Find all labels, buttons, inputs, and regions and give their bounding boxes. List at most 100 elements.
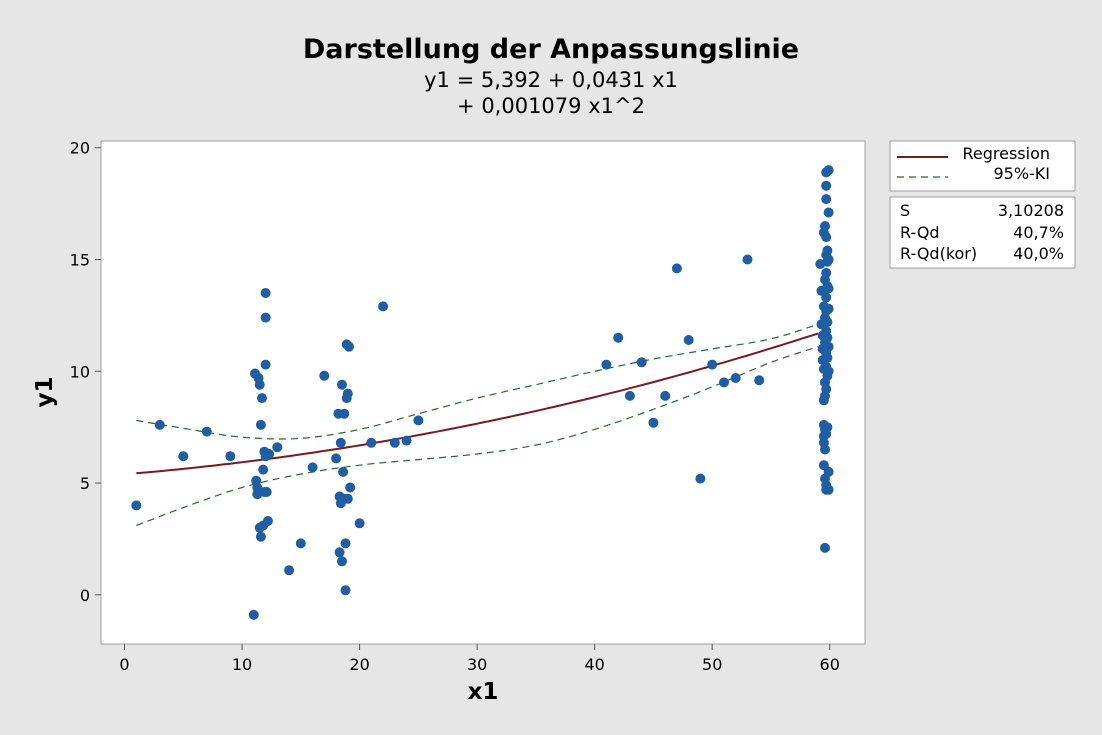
- x-tick-label: 60: [820, 655, 840, 674]
- data-point: [820, 542, 830, 553]
- data-point: [342, 493, 353, 504]
- data-point: [366, 437, 377, 448]
- data-point: [821, 180, 832, 191]
- y-tick-label: 20: [70, 139, 90, 158]
- data-point: [821, 292, 832, 303]
- stats-s-label: S: [900, 201, 910, 220]
- data-point: [823, 165, 834, 176]
- regression-line: [136, 332, 819, 475]
- data-point: [823, 207, 834, 218]
- data-point: [255, 419, 266, 430]
- data-point: [820, 221, 830, 231]
- data-point: [389, 437, 400, 448]
- data-point: [345, 482, 356, 493]
- data-point: [354, 518, 365, 529]
- regression-line-group: [136, 332, 819, 475]
- y-tick-label: 5: [80, 474, 90, 493]
- data-point: [334, 547, 345, 558]
- data-point: [823, 484, 834, 495]
- legend: Regression 95%-KI: [889, 140, 1076, 192]
- data-point: [707, 359, 718, 370]
- data-point: [624, 390, 635, 401]
- data-point: [260, 288, 271, 298]
- data-point: [823, 254, 834, 265]
- legend-box: [889, 140, 1076, 192]
- data-point: [636, 357, 647, 368]
- x-tick-label: 30: [467, 655, 487, 674]
- data-point: [344, 341, 354, 352]
- data-point: [821, 232, 832, 243]
- data-point: [660, 390, 671, 401]
- data-point: [822, 317, 833, 328]
- chart-title: Darstellung der Anpassungslinie: [303, 34, 799, 65]
- data-point: [822, 352, 833, 363]
- x-tick-label: 0: [119, 655, 129, 674]
- data-point: [261, 487, 272, 497]
- data-point: [823, 341, 834, 352]
- y-tick-label: 15: [70, 250, 90, 269]
- data-point: [131, 500, 142, 511]
- data-point: [719, 377, 729, 388]
- data-point: [823, 283, 834, 294]
- data-point: [252, 482, 263, 493]
- data-point: [821, 267, 832, 278]
- y-tick-label: 10: [70, 362, 90, 381]
- data-point: [154, 419, 165, 430]
- stats-s-value: 3,10208: [998, 201, 1064, 220]
- data-point: [342, 388, 353, 399]
- data-point: [671, 263, 682, 274]
- y-tick-label: 0: [80, 586, 90, 605]
- data-point: [335, 437, 346, 448]
- stats-rsq-value: 40,7%: [1013, 223, 1064, 242]
- data-point: [258, 464, 269, 475]
- y-axis-label: y1: [32, 377, 58, 408]
- data-point: [248, 609, 259, 620]
- data-point: [337, 556, 347, 567]
- stats-rsq-adj-label: R-Qd(kor): [900, 244, 977, 263]
- data-point: [272, 442, 283, 453]
- data-point: [730, 373, 741, 383]
- x-tick-label: 20: [349, 655, 369, 674]
- stats-rsq-label: R-Qd: [900, 223, 940, 242]
- data-point: [338, 466, 349, 477]
- axes: 0 10 20 30 40 50 60 0 5 10 15 20: [70, 139, 840, 674]
- data-point: [401, 435, 412, 446]
- data-point: [295, 538, 306, 549]
- data-point: [613, 332, 624, 343]
- chart-subtitle-line-1: y1 = 5,392 + 0,0431 x1: [424, 68, 678, 92]
- data-point: [823, 366, 834, 377]
- data-point: [264, 449, 275, 459]
- plot-area: [100, 140, 866, 645]
- legend-regression-label: Regression: [962, 144, 1050, 163]
- data-point: [331, 453, 342, 464]
- data-point: [307, 462, 318, 473]
- ci-lower-line: [136, 346, 819, 527]
- data-point: [340, 585, 351, 596]
- data-point: [178, 451, 189, 462]
- data-point: [284, 565, 295, 576]
- data-point: [257, 393, 267, 404]
- data-point: [260, 359, 271, 370]
- data-point: [337, 379, 347, 390]
- stats-rsq-adj-value: 40,0%: [1013, 244, 1064, 263]
- data-points: [131, 165, 834, 620]
- data-point: [742, 254, 753, 265]
- stats-box: [889, 196, 1076, 269]
- data-point: [822, 332, 833, 343]
- data-point: [254, 379, 265, 390]
- data-point: [820, 444, 830, 455]
- x-tick-label: 40: [584, 655, 604, 674]
- data-point: [822, 245, 833, 256]
- data-point: [823, 466, 834, 477]
- data-point: [648, 417, 659, 428]
- data-point: [201, 426, 212, 437]
- chart-subtitle-line-2: + 0,001079 x1^2: [457, 94, 645, 118]
- data-point: [378, 301, 389, 312]
- data-point: [822, 422, 833, 433]
- data-point: [601, 359, 612, 370]
- data-point: [695, 473, 706, 484]
- confidence-interval-lines: [136, 323, 819, 527]
- data-point: [823, 303, 834, 314]
- data-point: [821, 194, 832, 205]
